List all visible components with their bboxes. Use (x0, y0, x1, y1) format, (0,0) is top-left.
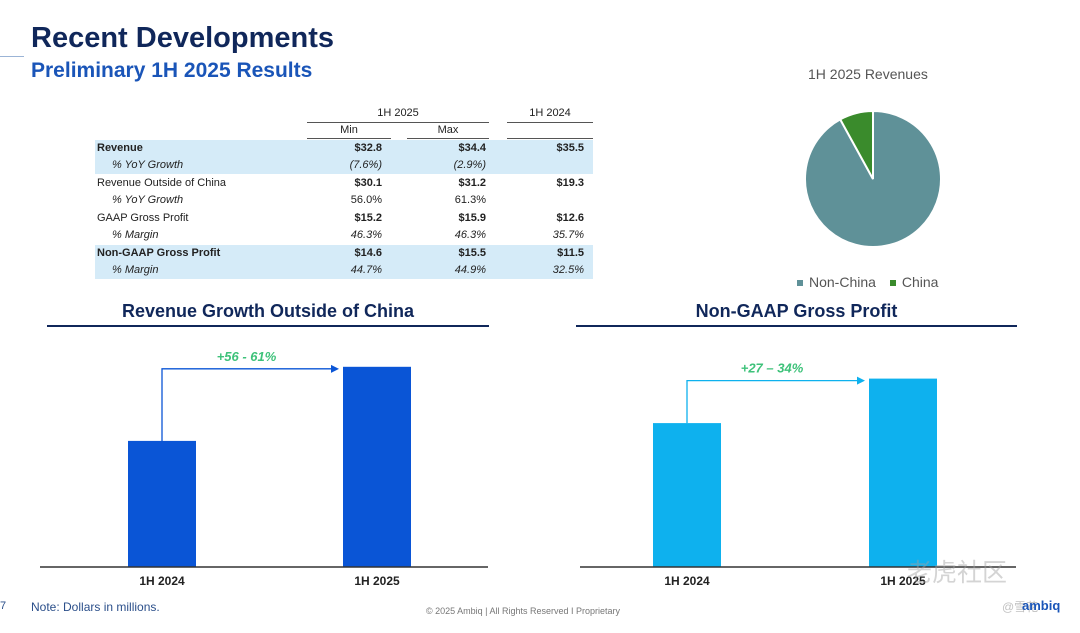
legend-label: China (901, 274, 939, 290)
header-max: Max (437, 124, 459, 136)
table-row: Revenue $32.8 $34.4 $35.5 (95, 140, 593, 157)
chart-title-rule (576, 325, 1017, 327)
cell-prior: $19.3 (556, 177, 584, 189)
growth-arrow (161, 368, 331, 441)
watermark-text: 老虎社区 (907, 559, 1008, 587)
header-1h-2024: 1H 2024 (529, 107, 571, 119)
cell-max: 44.9% (454, 264, 486, 276)
pie-chart (804, 109, 942, 248)
cell-min: 44.7% (350, 264, 382, 276)
legend-swatch (797, 280, 803, 287)
cell-max: $34.4 (458, 142, 486, 154)
cell-max: 61.3% (454, 194, 486, 206)
cell-min: 46.3% (350, 229, 382, 241)
header-rule (507, 138, 593, 139)
header-rule (507, 122, 593, 123)
row-label: GAAP Gross Profit (97, 212, 189, 224)
cell-max: $15.5 (458, 247, 486, 259)
pie-legend: Non-China China (797, 274, 948, 290)
cell-max: 46.3% (454, 229, 486, 241)
arrow-head (857, 376, 865, 385)
cell-min: $30.1 (354, 177, 382, 189)
pie-slice-china (838, 109, 874, 180)
table-row: % YoY Growth 56.0% 61.3% (95, 192, 593, 209)
bar-1h-2025 (869, 378, 937, 567)
cell-prior: 32.5% (552, 264, 584, 276)
bar-chart-revenue-outside-china: 1H 2024 1H 2025 +56 - 61% (40, 349, 488, 588)
table-row: Non-GAAP Gross Profit $14.6 $15.5 $11.5 (95, 245, 593, 262)
growth-annotation: +27 – 34% (741, 361, 804, 376)
x-tick-label: 1H 2025 (880, 574, 926, 588)
arrow-head (331, 364, 339, 373)
row-label: % YoY Growth (112, 194, 184, 206)
legend-item-non-china: Non-China (797, 274, 876, 290)
table-row: Revenue Outside of China $30.1 $31.2 $19… (95, 175, 593, 192)
watermark-handle: @雪花 (1002, 600, 1039, 614)
table-row: GAAP Gross Profit $15.2 $15.9 $12.6 (95, 210, 593, 227)
cell-min: 56.0% (350, 194, 382, 206)
cell-max: (2.9%) (453, 159, 486, 171)
bar-1h-2025 (343, 366, 411, 567)
chart-title-rule (47, 325, 489, 327)
title-accent-rule (0, 56, 24, 57)
legend-label: Non-China (809, 274, 876, 290)
cell-min: $14.6 (354, 247, 382, 259)
cell-prior: $35.5 (556, 142, 584, 154)
bar-1h-2024 (128, 440, 196, 567)
growth-annotation: +56 - 61% (217, 349, 277, 364)
cell-min: $15.2 (354, 212, 382, 224)
cell-max: $31.2 (458, 177, 486, 189)
header-min: Min (340, 124, 358, 136)
cell-prior: $11.5 (557, 247, 584, 259)
copyright-footer: © 2025 Ambiq | All Rights Reserved I Pro… (426, 606, 621, 616)
header-rule (407, 138, 489, 139)
cell-min: (7.6%) (349, 159, 382, 171)
legend-swatch (889, 280, 896, 287)
x-tick-label: 1H 2024 (139, 574, 185, 588)
table-row: % Margin 46.3% 46.3% 35.7% (95, 227, 593, 244)
slide-title: Recent Developments (31, 22, 334, 54)
ambiq-logo: ambiq (1022, 598, 1061, 613)
row-label: % Margin (112, 264, 159, 276)
row-label: Non-GAAP Gross Profit (97, 247, 221, 259)
slide-subtitle: Preliminary 1H 2025 Results (31, 59, 313, 82)
footnote: Note: Dollars in millions. (31, 600, 160, 614)
chart-title-non-gaap-gross-profit: Non-GAAP Gross Profit (695, 301, 898, 321)
cell-max: $15.9 (458, 212, 486, 224)
legend-item-china: China (889, 274, 939, 290)
row-label: Revenue (97, 142, 143, 154)
page-number: 7 (0, 600, 7, 612)
bar-chart-non-gaap-gross-profit: 1H 2024 1H 2025 +27 – 34% (580, 361, 1016, 588)
chart-title-revenue-outside-china: Revenue Growth Outside of China (121, 301, 415, 321)
row-label: % YoY Growth (112, 159, 184, 171)
pie-chart-title: 1H 2025 Revenues (808, 66, 928, 82)
cell-min: $32.8 (354, 142, 382, 154)
row-label: % Margin (112, 229, 159, 241)
cell-prior: $12.6 (556, 212, 584, 224)
cell-prior: 35.7% (552, 229, 584, 241)
table-row: % Margin 44.7% 44.9% 32.5% (95, 262, 593, 279)
row-label: Revenue Outside of China (97, 177, 227, 189)
header-rule (307, 122, 489, 123)
x-tick-label: 1H 2025 (354, 574, 400, 588)
header-1h-2025: 1H 2025 (377, 107, 419, 119)
header-rule (307, 138, 391, 139)
table-row: % YoY Growth (7.6%) (2.9%) (95, 157, 593, 174)
x-tick-label: 1H 2024 (664, 574, 710, 588)
bar-1h-2024 (653, 423, 721, 567)
growth-arrow (686, 379, 857, 424)
